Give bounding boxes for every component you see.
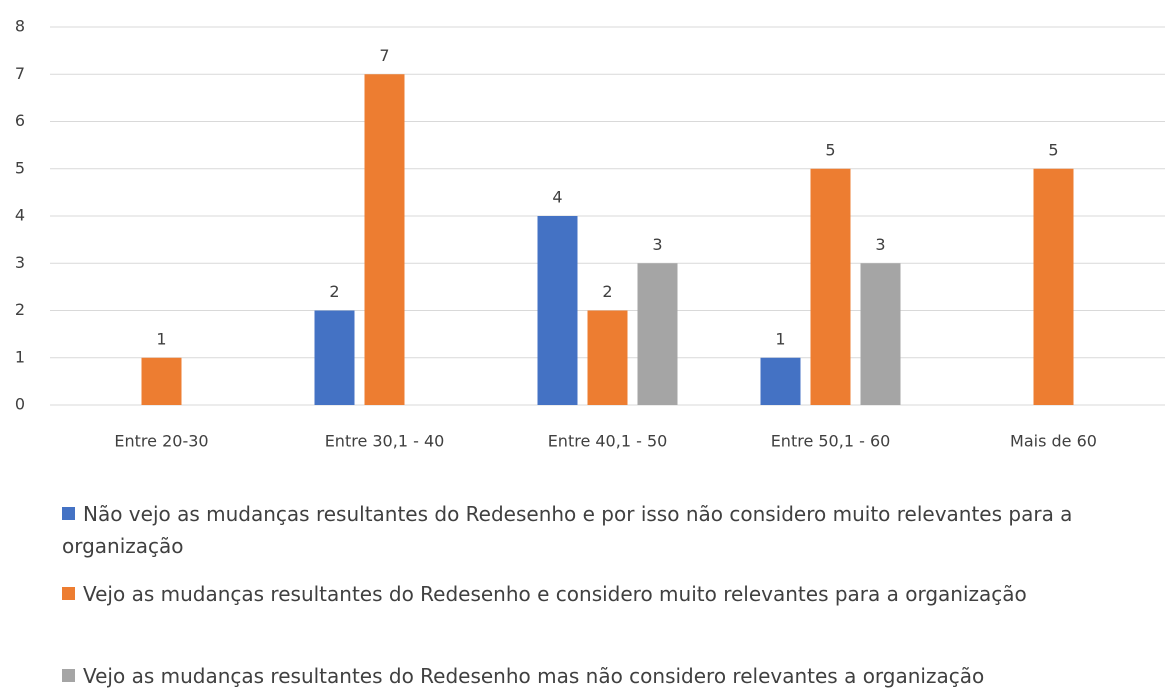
y-tick-label: 5 [15, 158, 25, 177]
data-label: 2 [329, 282, 339, 301]
bar [314, 310, 355, 405]
y-tick-label: 2 [15, 300, 25, 319]
data-label: 2 [602, 282, 612, 301]
x-tick-label: Entre 50,1 - 60 [771, 432, 891, 451]
data-label: 5 [825, 140, 835, 159]
data-label: 1 [156, 329, 166, 348]
plot: 0 1 2 3 4 5 6 7 8 Entre 20-30 1 Entre 30,1 - 40 2 7 En… [15, 17, 1165, 451]
y-tick-label: 1 [15, 347, 25, 366]
legend-item: Vejo as mudanças resultantes do Redesenh… [62, 578, 1142, 610]
data-label: 4 [552, 188, 562, 207]
legend-item: Vejo as mudanças resultantes do Redesenh… [62, 660, 1142, 690]
legend-item: Não vejo as mudanças resultantes do Rede… [62, 498, 1142, 562]
bar [364, 74, 405, 405]
bar [537, 216, 578, 405]
y-tick-label: 0 [15, 395, 25, 414]
data-label: 5 [1048, 140, 1058, 159]
x-tick-label: Entre 20-30 [114, 432, 208, 451]
y-tick-label: 6 [15, 111, 25, 130]
legend-swatch [62, 507, 75, 520]
bar [141, 357, 182, 405]
legend-swatch [62, 669, 75, 682]
x-tick-label: Mais de 60 [1010, 432, 1097, 451]
data-label: 1 [775, 329, 785, 348]
y-tick-label: 3 [15, 253, 25, 272]
legend-swatch [62, 587, 75, 600]
bar [1033, 168, 1074, 405]
x-tick-label: Entre 40,1 - 50 [548, 432, 668, 451]
legend-label: Vejo as mudanças resultantes do Redesenh… [83, 582, 1027, 606]
data-label: 3 [875, 235, 885, 254]
y-tick-label: 7 [15, 64, 25, 83]
bar [860, 263, 901, 405]
bar [760, 357, 801, 405]
data-label: 3 [652, 235, 662, 254]
legend-label: Vejo as mudanças resultantes do Redesenh… [83, 664, 985, 688]
data-label: 7 [379, 46, 389, 65]
bar [637, 263, 678, 405]
legend-label: Não vejo as mudanças resultantes do Rede… [62, 502, 1073, 558]
bar [587, 310, 628, 405]
y-tick-label: 8 [15, 17, 25, 36]
y-tick-label: 4 [15, 206, 25, 225]
x-tick-label: Entre 30,1 - 40 [325, 432, 445, 451]
bar [810, 168, 851, 405]
